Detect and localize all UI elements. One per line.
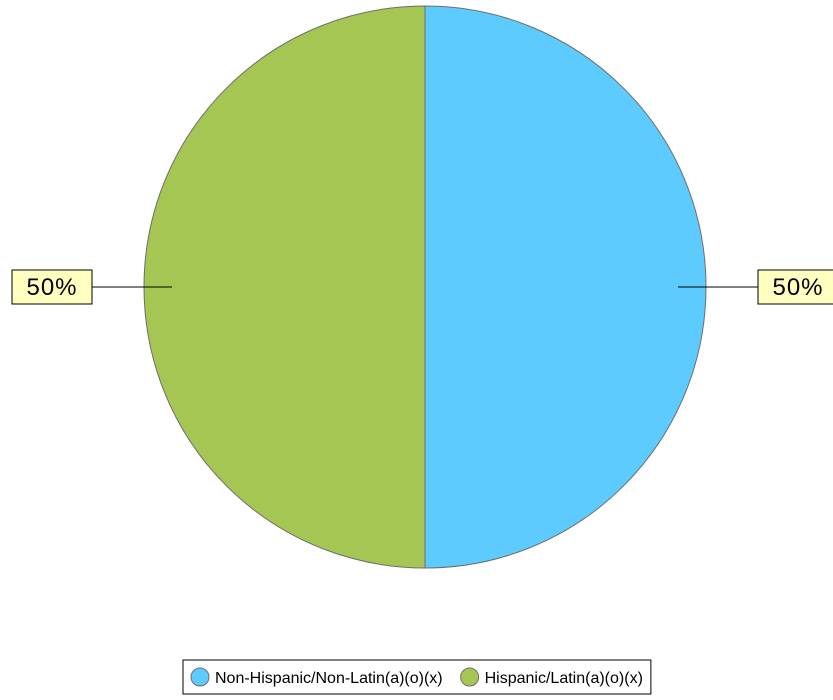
legend-box (182, 659, 652, 695)
legend-swatch-hispanic-latin-a-o-x (460, 667, 480, 687)
legend-swatch-non-hispanic-non-latin-a-o-x (190, 667, 210, 687)
pct-label-box-hispanic-latin-a-o-x (11, 269, 93, 305)
legend-label-non-hispanic-non-latin-a-o-x: Non-Hispanic/Non-Latin(a)(o)(x) (215, 670, 443, 687)
pie-labels: 50% 50% (11, 269, 833, 305)
legend-label-hispanic-latin-a-o-x: Hispanic/Latin(a)(o)(x) (485, 670, 643, 687)
pie-slice-hispanic-latin-a-o-x (143, 5, 426, 569)
pct-label-hispanic-latin-a-o-x: 50% (26, 274, 77, 301)
pie-slices (143, 5, 707, 569)
pie-slice-non-hispanic-non-latin-a-o-x (424, 5, 707, 569)
pct-label-box-non-hispanic-non-latin-a-o-x (757, 269, 833, 305)
pct-label-non-hispanic-non-latin-a-o-x: 50% (772, 274, 823, 301)
legend: Non-Hispanic/Non-Latin(a)(o)(x) Hispanic/… (182, 659, 652, 695)
